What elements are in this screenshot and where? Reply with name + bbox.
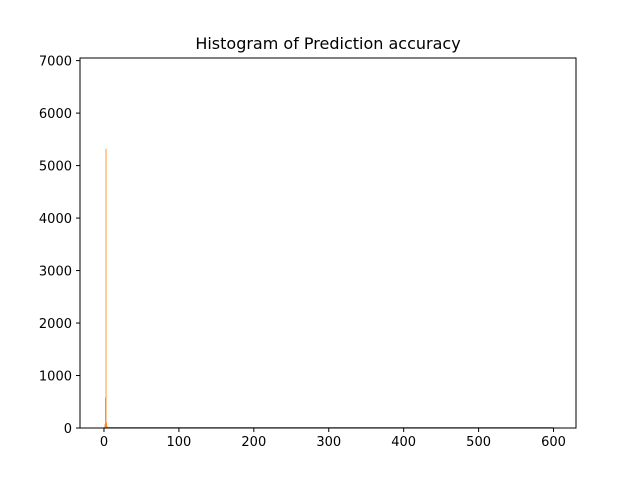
y-tick-label: 3000 — [39, 265, 72, 280]
x-tick-label: 0 — [100, 435, 108, 450]
histogram-bar-s1-b3 — [106, 422, 107, 428]
histogram-bar-s1-b2 — [105, 148, 107, 429]
x-tick-label: 400 — [391, 435, 416, 450]
axes-frame — [79, 57, 577, 429]
y-tick-label: 4000 — [39, 212, 72, 227]
chart-title: Histogram of Prediction accuracy — [195, 34, 460, 53]
x-tick-label: 100 — [166, 435, 191, 450]
y-tick-label: 7000 — [39, 55, 72, 70]
x-tick-label: 500 — [466, 435, 491, 450]
y-tick-label: 1000 — [39, 370, 72, 385]
x-tick-label: 300 — [316, 435, 341, 450]
histogram-bar-s1-b0 — [104, 424, 106, 428]
y-tick-label: 0 — [64, 422, 72, 437]
y-axis: 0 1000 2000 3000 4000 5000 6000 7000 — [39, 55, 80, 437]
x-tick-label: 600 — [541, 435, 566, 450]
x-axis: 0 100 200 300 400 500 600 — [100, 428, 566, 450]
histogram-bar-s1-b1 — [105, 397, 106, 428]
plot-area — [103, 148, 554, 429]
y-tick-label: 5000 — [39, 160, 72, 175]
y-tick-label: 6000 — [39, 107, 72, 122]
y-tick-label: 2000 — [39, 317, 72, 332]
histogram-bar-s1-b4 — [106, 425, 108, 428]
x-tick-label: 200 — [241, 435, 266, 450]
